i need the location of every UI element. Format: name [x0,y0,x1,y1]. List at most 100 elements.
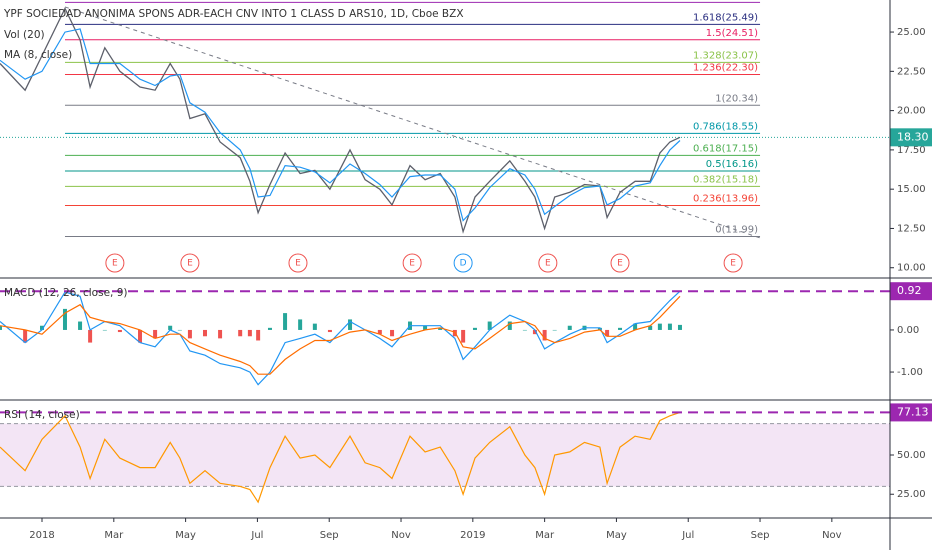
histogram-bar [507,321,512,330]
y-tick-label: 20.00 [897,106,926,117]
histogram-bar [377,329,382,335]
event-marker [610,253,630,273]
pane-title: RSI (14, close) [4,409,80,421]
level-tag [890,403,932,422]
event-marker [288,253,308,273]
histogram-bar [633,323,638,330]
histogram-bar [88,329,93,343]
histogram-bar [168,325,173,330]
y-tick-label: 12.50 [897,223,926,234]
histogram-bar [238,329,243,337]
histogram-bar [40,325,45,330]
x-tick-label: Sep [751,530,770,541]
x-tick-label: Nov [822,530,842,541]
histogram-bar [472,327,477,330]
histogram-bar [298,319,303,330]
fib-label: 1.328(23.07) [693,50,758,61]
fib-label: 1.618(25.49) [693,12,758,23]
event-marker [453,253,473,273]
y-tick-label: -1.00 [897,367,923,378]
level-tag [890,282,932,301]
fib-label: 1.236(22.30) [693,62,758,73]
event-label: E [112,259,118,269]
series-line [0,295,681,375]
x-tick-label: Nov [391,530,411,541]
histogram-bar [618,327,623,330]
histogram-bar [153,329,158,339]
y-tick-label: 22.50 [897,66,926,77]
x-tick-label: 2018 [29,530,54,541]
histogram-bar [218,329,223,339]
event-marker [105,253,125,273]
histogram-bar [677,324,682,330]
histogram-bar [177,329,182,331]
y-tick-label: 17.50 [897,145,926,156]
event-label: E [409,259,415,269]
event-marker [723,253,743,273]
histogram-bar [423,325,428,330]
histogram-bar [23,329,28,343]
y-tick-label: 25.00 [897,489,926,500]
volume-legend: Vol (20) [4,29,45,41]
event-label: E [187,259,193,269]
x-tick-label: 2019 [460,530,485,541]
histogram-bar [438,327,443,330]
histogram-bar [138,329,143,343]
histogram-bar [327,329,332,333]
histogram-bar [78,321,83,330]
y-tick-label: 25.00 [897,27,926,38]
histogram-bar [461,329,466,343]
fib-label: 1.786(26.89) [693,0,758,1]
fib-label: 0.786(18.55) [693,121,758,132]
histogram-bar [102,329,107,331]
event-marker [538,253,558,273]
last-price-label: 18.30 [897,130,929,143]
histogram-bar [532,329,537,335]
histogram-bar [202,329,207,337]
series-line [0,411,681,504]
histogram-bar [0,325,2,330]
x-tick-label: Jul [681,530,694,541]
x-tick-label: Sep [320,530,339,541]
histogram-bar [552,329,557,331]
fib-label: 1(20.34) [715,93,758,104]
histogram-bar [267,327,272,330]
histogram-bar [667,323,672,330]
fib-label: 0.382(15.18) [693,174,758,185]
series-line [0,28,681,222]
event-marker [402,253,422,273]
fib-label: 0.5(16.16) [706,159,758,170]
event-label: D [460,259,467,269]
histogram-bar [657,323,662,330]
event-label: E [295,259,301,269]
fib-label: 1.5(24.51) [706,28,758,39]
histogram-bar [605,329,610,337]
x-tick-label: Jul [250,530,263,541]
pane-title: YPF SOCIEDAD ANONIMA SPONS ADR-EACH CNV … [3,8,464,20]
histogram-bar [390,329,395,337]
histogram-bar [312,323,317,330]
histogram-bar [348,319,353,330]
histogram-bar [62,308,67,330]
event-marker [180,253,200,273]
histogram-bar [256,329,261,341]
y-tick-label: 15.00 [897,184,926,195]
histogram-bar [187,329,192,339]
y-tick-label: 0.00 [897,325,919,336]
histogram-bar [247,329,252,337]
level-label: 77.13 [897,405,929,418]
histogram-bar [487,321,492,330]
x-tick-label: Mar [535,530,555,541]
fib-label: 0.236(13.96) [693,194,758,205]
event-label: E [545,259,551,269]
fib-label: 0.618(17.15) [693,143,758,154]
histogram-bar [648,325,653,330]
x-tick-label: May [175,530,196,541]
trendline [64,6,761,239]
series-line [0,7,681,234]
x-tick-label: May [606,530,627,541]
histogram-bar [542,329,547,341]
y-tick-label: 50.00 [897,450,926,461]
histogram-bar [117,329,122,333]
